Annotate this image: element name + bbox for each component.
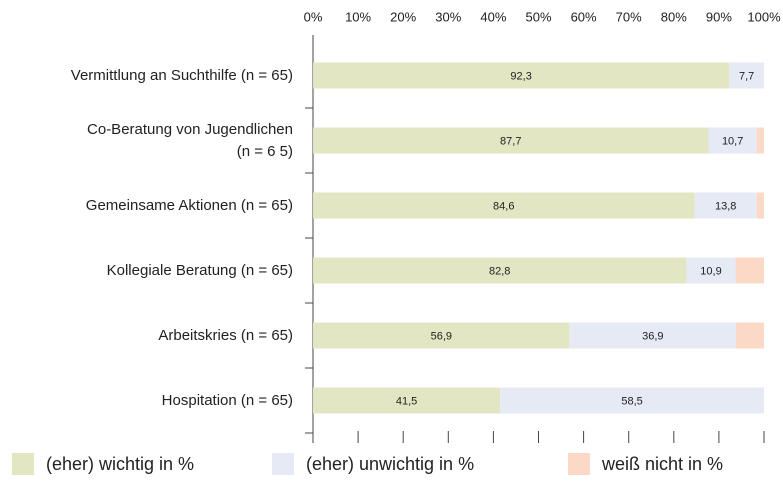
bar-segment (313, 62, 730, 89)
value-label: 10,7 (722, 135, 743, 147)
value-label: 10,9 (700, 265, 721, 277)
legend-label: (eher) unwichtig in % (306, 454, 475, 474)
category-label: Hospitation (n = 65) (161, 391, 293, 409)
category-label: Vermittlung an Suchthilfe (n = 65) (70, 66, 293, 84)
bar-segment (686, 257, 736, 284)
bar-segment (729, 62, 764, 89)
bar-segment (313, 387, 501, 414)
x-tick-label: 20% (390, 9, 416, 24)
legend-swatch (272, 453, 294, 475)
x-tick-label: 60% (571, 9, 597, 24)
x-tick-label: 70% (616, 9, 642, 24)
value-label: 82,8 (489, 265, 510, 277)
value-label: 13,8 (715, 200, 736, 212)
x-tick-label: 30% (435, 9, 461, 24)
legend-swatch (12, 453, 34, 475)
category-label: Gemeinsame Aktionen (n = 65) (85, 196, 293, 214)
x-tick-label: 0% (304, 9, 323, 24)
value-label: 92,3 (510, 70, 531, 82)
value-label: 7,7 (739, 70, 754, 82)
x-tick-label: 40% (480, 9, 506, 24)
value-label: 58,5 (621, 395, 642, 407)
x-tick-label: 50% (525, 9, 551, 24)
x-tick-label: 80% (661, 9, 687, 24)
bar-segment (313, 127, 709, 154)
legend-label: weiß nicht in % (602, 454, 724, 474)
category-label: Co-Beratung von Jugendlichen (n = 6 5) (87, 120, 293, 160)
value-label: 56,9 (431, 330, 452, 342)
bar-segment (694, 192, 757, 219)
bar-segment (313, 192, 695, 219)
category-label: Kollegiale Beratung (n = 65) (106, 261, 293, 279)
x-tick-label: 90% (706, 9, 732, 24)
bar-segment (735, 257, 764, 284)
bar-segment (313, 322, 570, 349)
bar-segment (736, 322, 764, 349)
bar-segment (756, 127, 764, 154)
category-label: Arbeitskries (n = 65) (158, 326, 293, 344)
bar-segment (569, 322, 737, 349)
legend-label: (eher) wichtig in % (46, 454, 195, 474)
value-label: 87,7 (500, 135, 521, 147)
legend-swatch (568, 453, 590, 475)
x-tick-label: 10% (345, 9, 371, 24)
value-label: 84,6 (493, 200, 514, 212)
value-label: 41,5 (396, 395, 417, 407)
bar-segment (708, 127, 757, 154)
bar-segment (756, 192, 764, 219)
bar-segment (500, 387, 764, 414)
x-tick-label: 100% (747, 9, 781, 24)
bar-segment (313, 257, 687, 284)
value-label: 36,9 (642, 330, 663, 342)
